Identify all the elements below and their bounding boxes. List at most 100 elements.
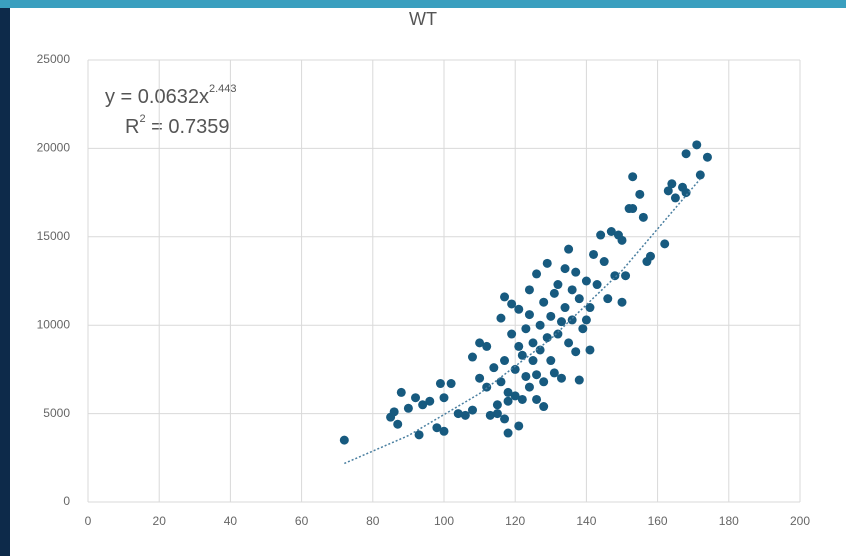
x-tick-label: 0 [85, 514, 92, 528]
point [496, 377, 506, 387]
point [692, 140, 702, 150]
point [500, 292, 510, 302]
point [475, 338, 485, 348]
point [546, 311, 556, 321]
point [524, 310, 534, 320]
point [528, 356, 538, 366]
point [521, 324, 531, 334]
point [467, 352, 477, 362]
point [403, 403, 413, 413]
point [528, 338, 538, 348]
y-tick-label: 10000 [37, 317, 71, 331]
y-tick-label: 15000 [37, 229, 71, 243]
point [439, 393, 449, 403]
point [663, 186, 673, 196]
equation: y = 0.0632x2.443 [105, 83, 237, 108]
point [610, 271, 620, 281]
trendline [344, 178, 701, 465]
point [589, 249, 599, 259]
point [539, 377, 549, 387]
point [681, 149, 691, 159]
point [418, 400, 428, 410]
y-tick-label: 0 [63, 494, 70, 508]
point [510, 391, 520, 401]
point [617, 235, 627, 245]
point [517, 394, 527, 404]
point [532, 269, 542, 279]
point [571, 267, 581, 277]
point [446, 379, 456, 389]
point [606, 226, 616, 236]
point [542, 258, 552, 268]
point [560, 264, 570, 274]
point [617, 297, 627, 307]
point [564, 244, 574, 254]
point [556, 317, 566, 327]
point [560, 303, 570, 313]
point [628, 172, 638, 182]
point [702, 152, 712, 162]
point [535, 345, 545, 355]
point [492, 400, 502, 410]
point [667, 179, 677, 189]
x-tick-label: 100 [434, 514, 454, 528]
point [546, 356, 556, 366]
point [482, 382, 492, 392]
point [432, 423, 442, 433]
r-squared: R2 = 0.7359 [125, 113, 230, 138]
point [585, 345, 595, 355]
top-bar [0, 0, 846, 8]
point [482, 341, 492, 351]
point [581, 315, 591, 325]
point [339, 435, 349, 445]
point [514, 304, 524, 314]
point [507, 299, 517, 309]
point [503, 428, 513, 438]
x-tick-label: 20 [153, 514, 167, 528]
point [500, 356, 510, 366]
point [549, 368, 559, 378]
y-tick-label: 20000 [37, 141, 71, 155]
point [542, 333, 552, 343]
point [524, 285, 534, 295]
point [567, 285, 577, 295]
r-squared-base: R [125, 116, 139, 138]
point [621, 271, 631, 281]
point [514, 421, 524, 431]
point [564, 338, 574, 348]
y-tick-label: 5000 [43, 406, 70, 420]
point [393, 419, 403, 429]
point [503, 387, 513, 397]
point [660, 239, 670, 249]
point [635, 189, 645, 199]
x-tick-label: 80 [366, 514, 380, 528]
point [603, 294, 613, 304]
x-tick-label: 40 [224, 514, 238, 528]
point [574, 375, 584, 385]
point [425, 396, 435, 406]
point [578, 324, 588, 334]
x-tick-label: 120 [505, 514, 525, 528]
x-tick-label: 60 [295, 514, 309, 528]
x-tick-label: 180 [719, 514, 739, 528]
point [681, 188, 691, 198]
point [411, 393, 421, 403]
point [549, 288, 559, 298]
x-tick-label: 200 [790, 514, 810, 528]
x-tick-label: 160 [648, 514, 668, 528]
point [517, 350, 527, 360]
point [414, 430, 424, 440]
point [396, 387, 406, 397]
plot: 0 5000 10000 15000 20000 25000 0 20 40 60 80 100 120… [37, 52, 811, 528]
point [507, 329, 517, 339]
point [535, 320, 545, 330]
point [581, 276, 591, 286]
point [628, 204, 638, 214]
point [496, 313, 506, 323]
point [695, 170, 705, 180]
point [645, 251, 655, 261]
point [599, 257, 609, 267]
chart-title: WT [409, 9, 437, 29]
